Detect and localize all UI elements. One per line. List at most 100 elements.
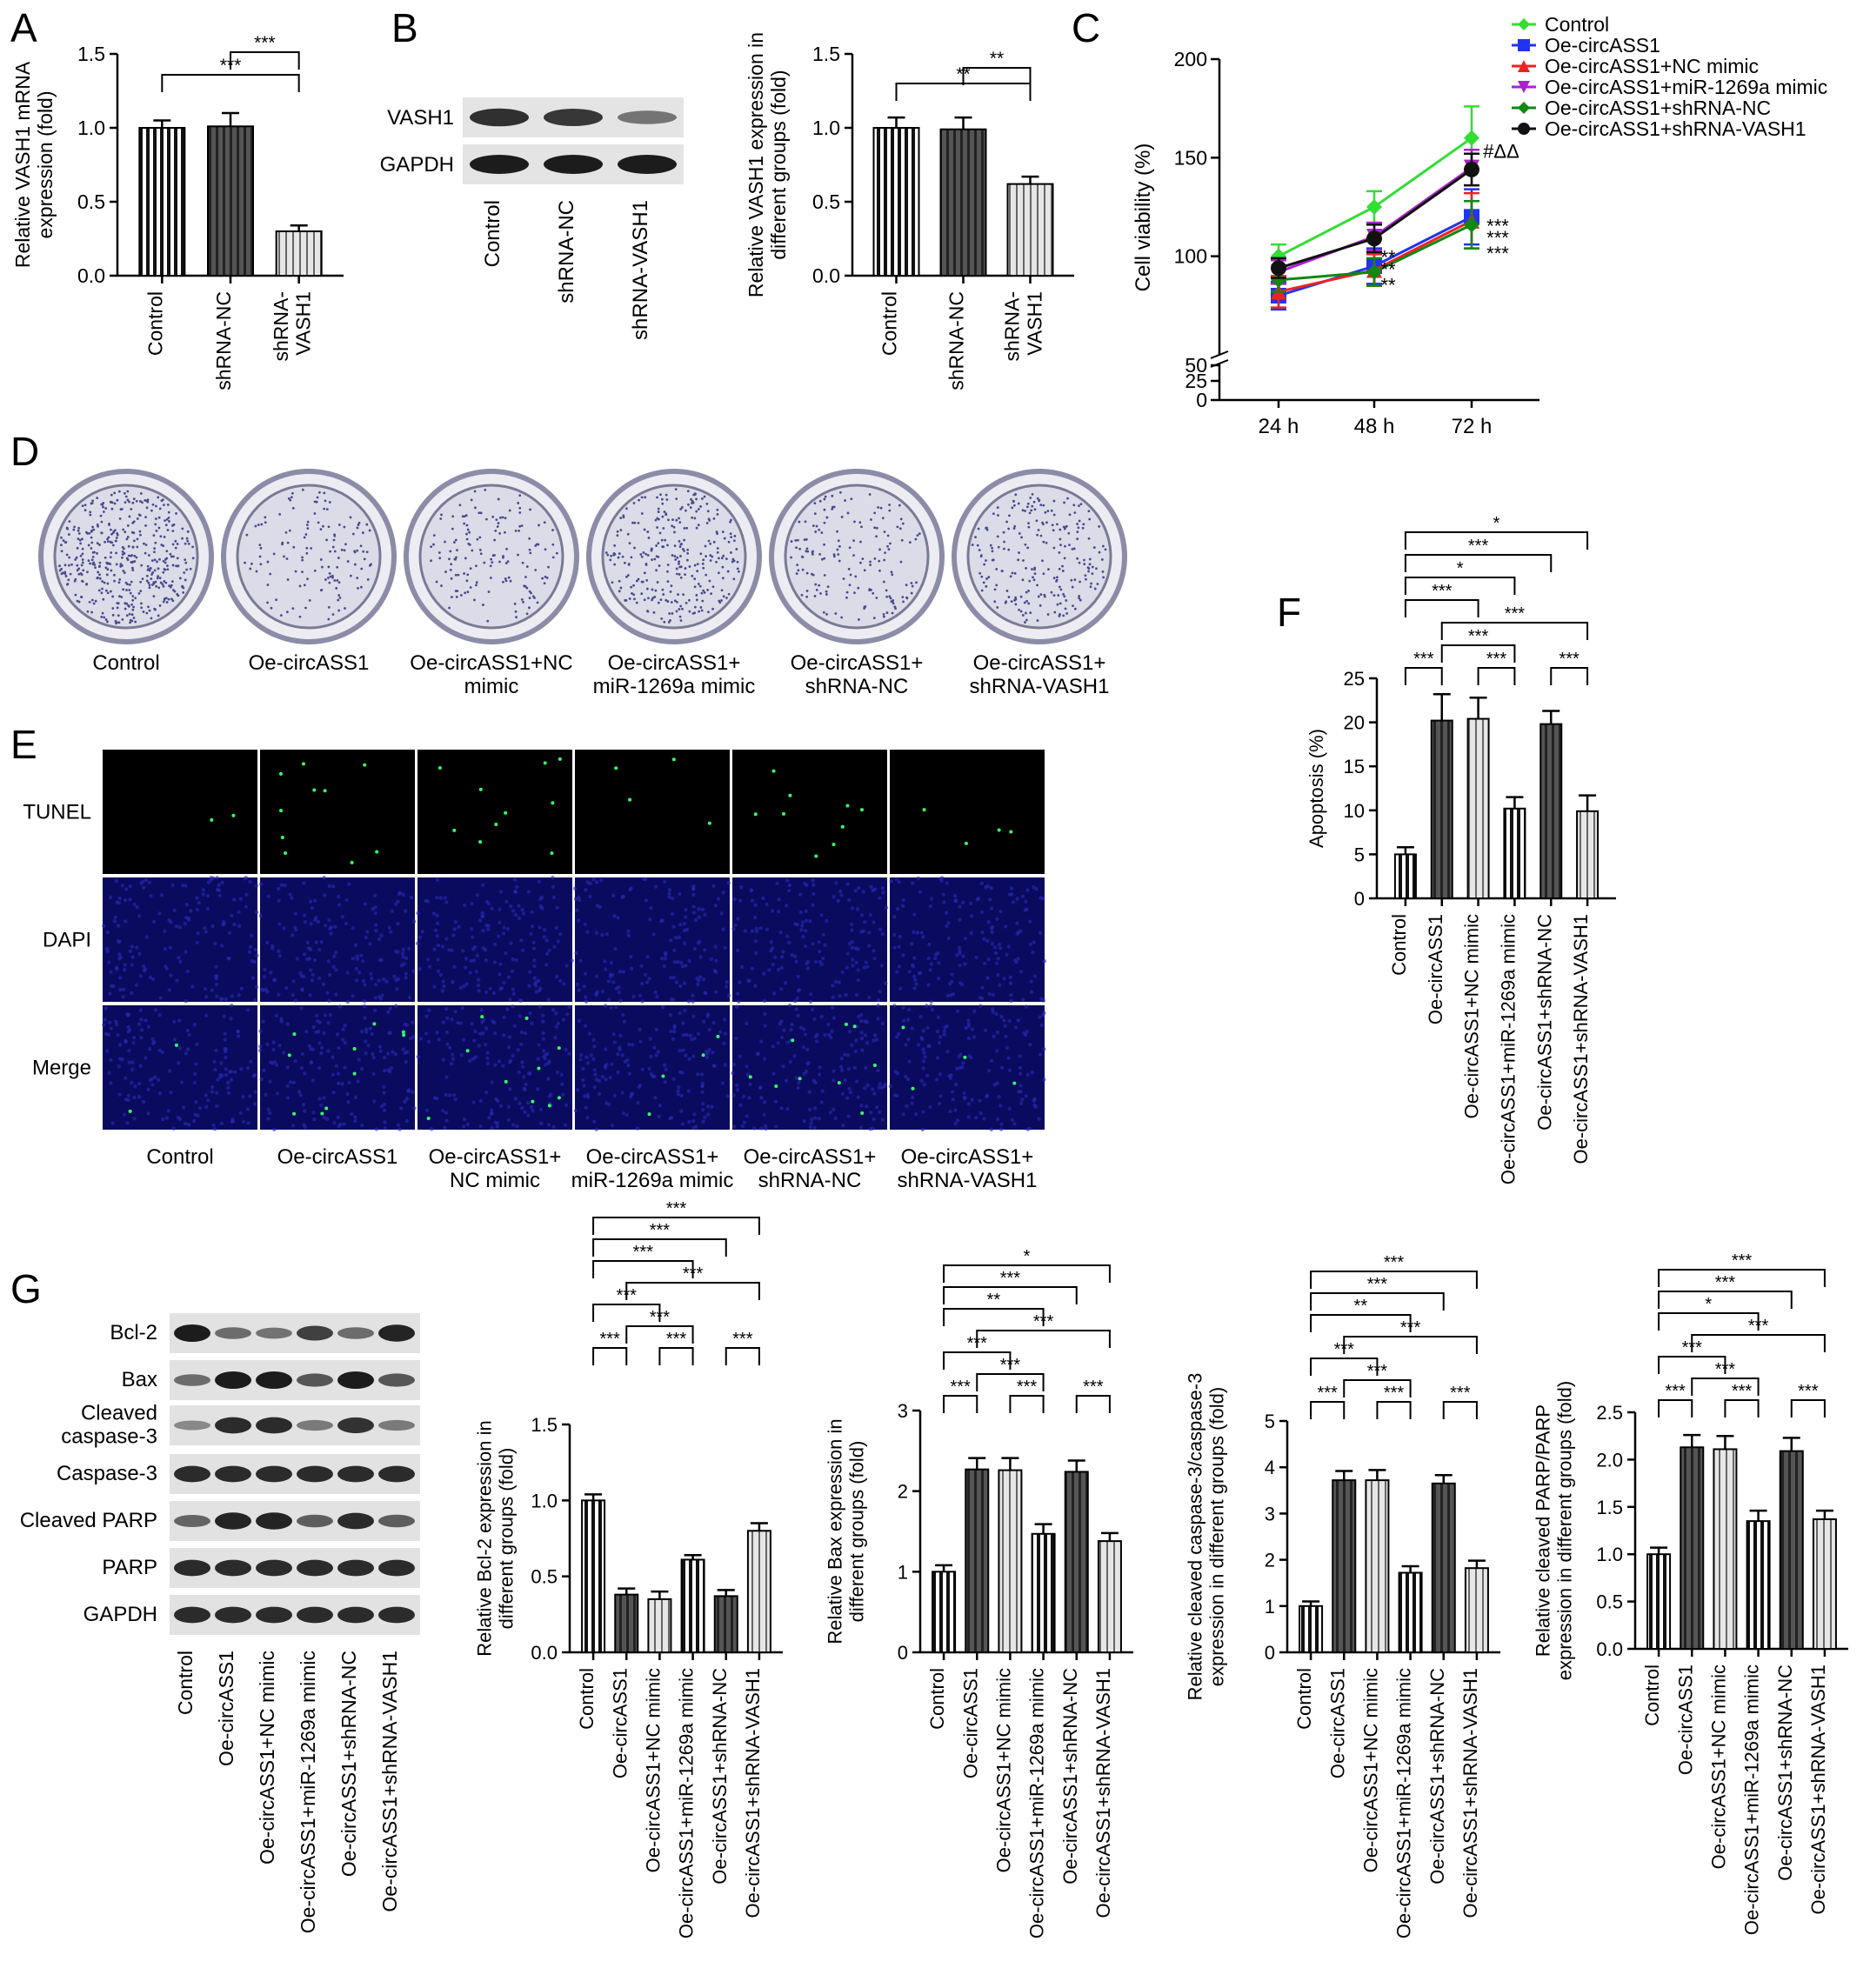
nucleus — [685, 1032, 689, 1037]
colony-dot — [686, 558, 689, 562]
nucleus — [471, 958, 477, 963]
colony-dot — [1087, 570, 1091, 573]
nucleus — [142, 964, 146, 969]
colony-dot — [331, 545, 335, 549]
colony-dot — [635, 579, 638, 583]
nucleus — [245, 1008, 250, 1012]
colony-dot — [185, 568, 188, 571]
colony-dot — [805, 590, 809, 592]
y-axis-label: Relative cleaved caspase-3/caspase-3expr… — [1185, 1373, 1228, 1701]
colony-dot — [183, 571, 186, 574]
colony-dot — [83, 504, 87, 507]
colony-dot — [688, 598, 691, 602]
nucleus — [193, 1112, 197, 1117]
text-line: Oe-circASS1 — [1545, 34, 1660, 57]
nucleus — [861, 890, 865, 894]
nucleus — [302, 1109, 307, 1113]
text-line: 1.0 — [77, 117, 105, 139]
nucleus — [331, 964, 336, 969]
nucleus — [851, 957, 855, 962]
colony-dot — [154, 541, 157, 544]
nucleus — [204, 1104, 209, 1110]
bar — [1466, 717, 1490, 899]
nucleus — [492, 960, 498, 964]
nucleus — [670, 911, 675, 917]
nucleus — [1021, 997, 1025, 1002]
nucleus — [109, 895, 113, 900]
nucleus — [416, 911, 420, 916]
nucleus — [520, 948, 525, 953]
nucleus — [753, 939, 758, 944]
y-tick-label: 25 — [1344, 668, 1365, 690]
nucleus — [871, 1126, 875, 1131]
nucleus — [618, 1033, 623, 1038]
colony-dot — [905, 596, 908, 599]
colony-dot — [146, 564, 150, 568]
colony-dot — [258, 555, 262, 558]
x-tick-label: Oe-circASS1+miR-1269a mimic — [1393, 1668, 1415, 1938]
nucleus — [796, 1013, 800, 1017]
nucleus — [839, 893, 844, 897]
text-line: *** — [1486, 227, 1509, 249]
significance-bracket — [592, 1238, 727, 1257]
nucleus — [357, 1057, 361, 1062]
nucleus — [838, 889, 843, 894]
nucleus — [857, 1014, 861, 1019]
nucleus — [844, 992, 848, 997]
nucleus — [536, 1057, 540, 1061]
nucleus — [919, 1036, 924, 1040]
text-line: Cleaved PARP — [20, 1509, 157, 1532]
nucleus — [610, 1123, 615, 1128]
blot-band — [297, 1514, 333, 1528]
nucleus — [172, 1019, 177, 1024]
colony-dot — [803, 538, 806, 542]
colony-dot — [102, 597, 105, 601]
nucleus — [103, 1017, 107, 1022]
text-line: Oe-circASS1+shRNA-NC — [1774, 1664, 1796, 1881]
significance-bracket — [1343, 1336, 1478, 1354]
colony-dot — [150, 573, 153, 576]
nucleus — [484, 1026, 489, 1031]
nucleus — [331, 1091, 336, 1095]
nucleus — [521, 911, 526, 916]
text-line: Oe-circASS1+ — [973, 651, 1106, 675]
nucleus — [444, 1030, 450, 1035]
colony-dot — [908, 541, 912, 544]
nucleus — [767, 968, 771, 972]
nucleus — [648, 917, 652, 922]
nucleus — [537, 1043, 541, 1047]
colony-dot — [551, 543, 555, 546]
nucleus — [184, 999, 189, 1004]
nucleus — [592, 1085, 598, 1090]
colony-dot — [1018, 608, 1020, 611]
nucleus — [672, 960, 677, 964]
colony-dot — [185, 537, 189, 540]
nucleus — [506, 1117, 511, 1122]
nucleus — [865, 1083, 870, 1088]
colony-dot — [869, 564, 872, 566]
nucleus — [770, 909, 775, 913]
colony-dot — [657, 542, 660, 545]
nucleus — [600, 932, 604, 937]
nucleus — [493, 1063, 498, 1067]
legend-entry: Control — [1545, 13, 1609, 36]
nucleus — [322, 875, 326, 880]
nucleus — [1032, 1103, 1037, 1108]
nucleus — [530, 1021, 534, 1025]
nucleus — [681, 1048, 685, 1052]
colony-dot — [136, 537, 139, 541]
nucleus — [703, 1115, 707, 1119]
nucleus — [639, 964, 644, 968]
text-line: 0.0 — [77, 264, 105, 287]
nucleus — [484, 899, 490, 904]
nucleus — [285, 1096, 291, 1100]
text-line: Cleaved — [81, 1402, 157, 1425]
tunel-spot — [845, 804, 850, 808]
colony-dot — [128, 583, 131, 586]
significance-label: *** — [1559, 650, 1579, 669]
text-line: Oe-circASS1+miR-1269a mimic — [297, 1651, 319, 1933]
nucleus — [755, 1051, 760, 1057]
colony-dot — [331, 576, 334, 579]
nucleus — [498, 987, 503, 991]
nucleus — [577, 897, 582, 902]
